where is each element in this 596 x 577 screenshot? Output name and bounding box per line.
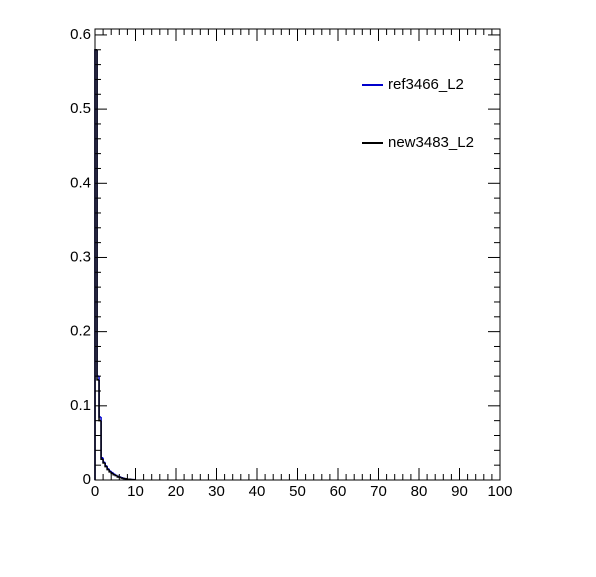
y-tick-label: 0.1 xyxy=(70,397,91,414)
y-tick-label: 0 xyxy=(83,471,91,488)
x-tick-label: 30 xyxy=(208,483,225,500)
legend-label: ref3466_L2 xyxy=(388,76,464,93)
y-tick-label: 0.2 xyxy=(70,323,91,340)
x-tick-label: 20 xyxy=(168,483,185,500)
x-tick-label: 60 xyxy=(330,483,347,500)
x-tick-label: 40 xyxy=(249,483,266,500)
legend-label: new3483_L2 xyxy=(388,134,474,151)
x-tick-label: 70 xyxy=(370,483,387,500)
x-tick-label: 90 xyxy=(451,483,468,500)
x-tick-label: 0 xyxy=(91,483,99,500)
y-tick-label: 0.3 xyxy=(70,248,91,265)
histogram-step xyxy=(121,477,123,478)
histogram-step xyxy=(115,475,117,476)
y-tick-label: 0.6 xyxy=(70,26,91,43)
y-tick-label: 0.4 xyxy=(70,174,91,191)
x-tick-label: 100 xyxy=(487,483,512,500)
x-tick-label: 80 xyxy=(411,483,428,500)
x-tick-label: 50 xyxy=(289,483,306,500)
x-tick-label: 10 xyxy=(127,483,144,500)
y-tick-label: 0.5 xyxy=(70,100,91,117)
